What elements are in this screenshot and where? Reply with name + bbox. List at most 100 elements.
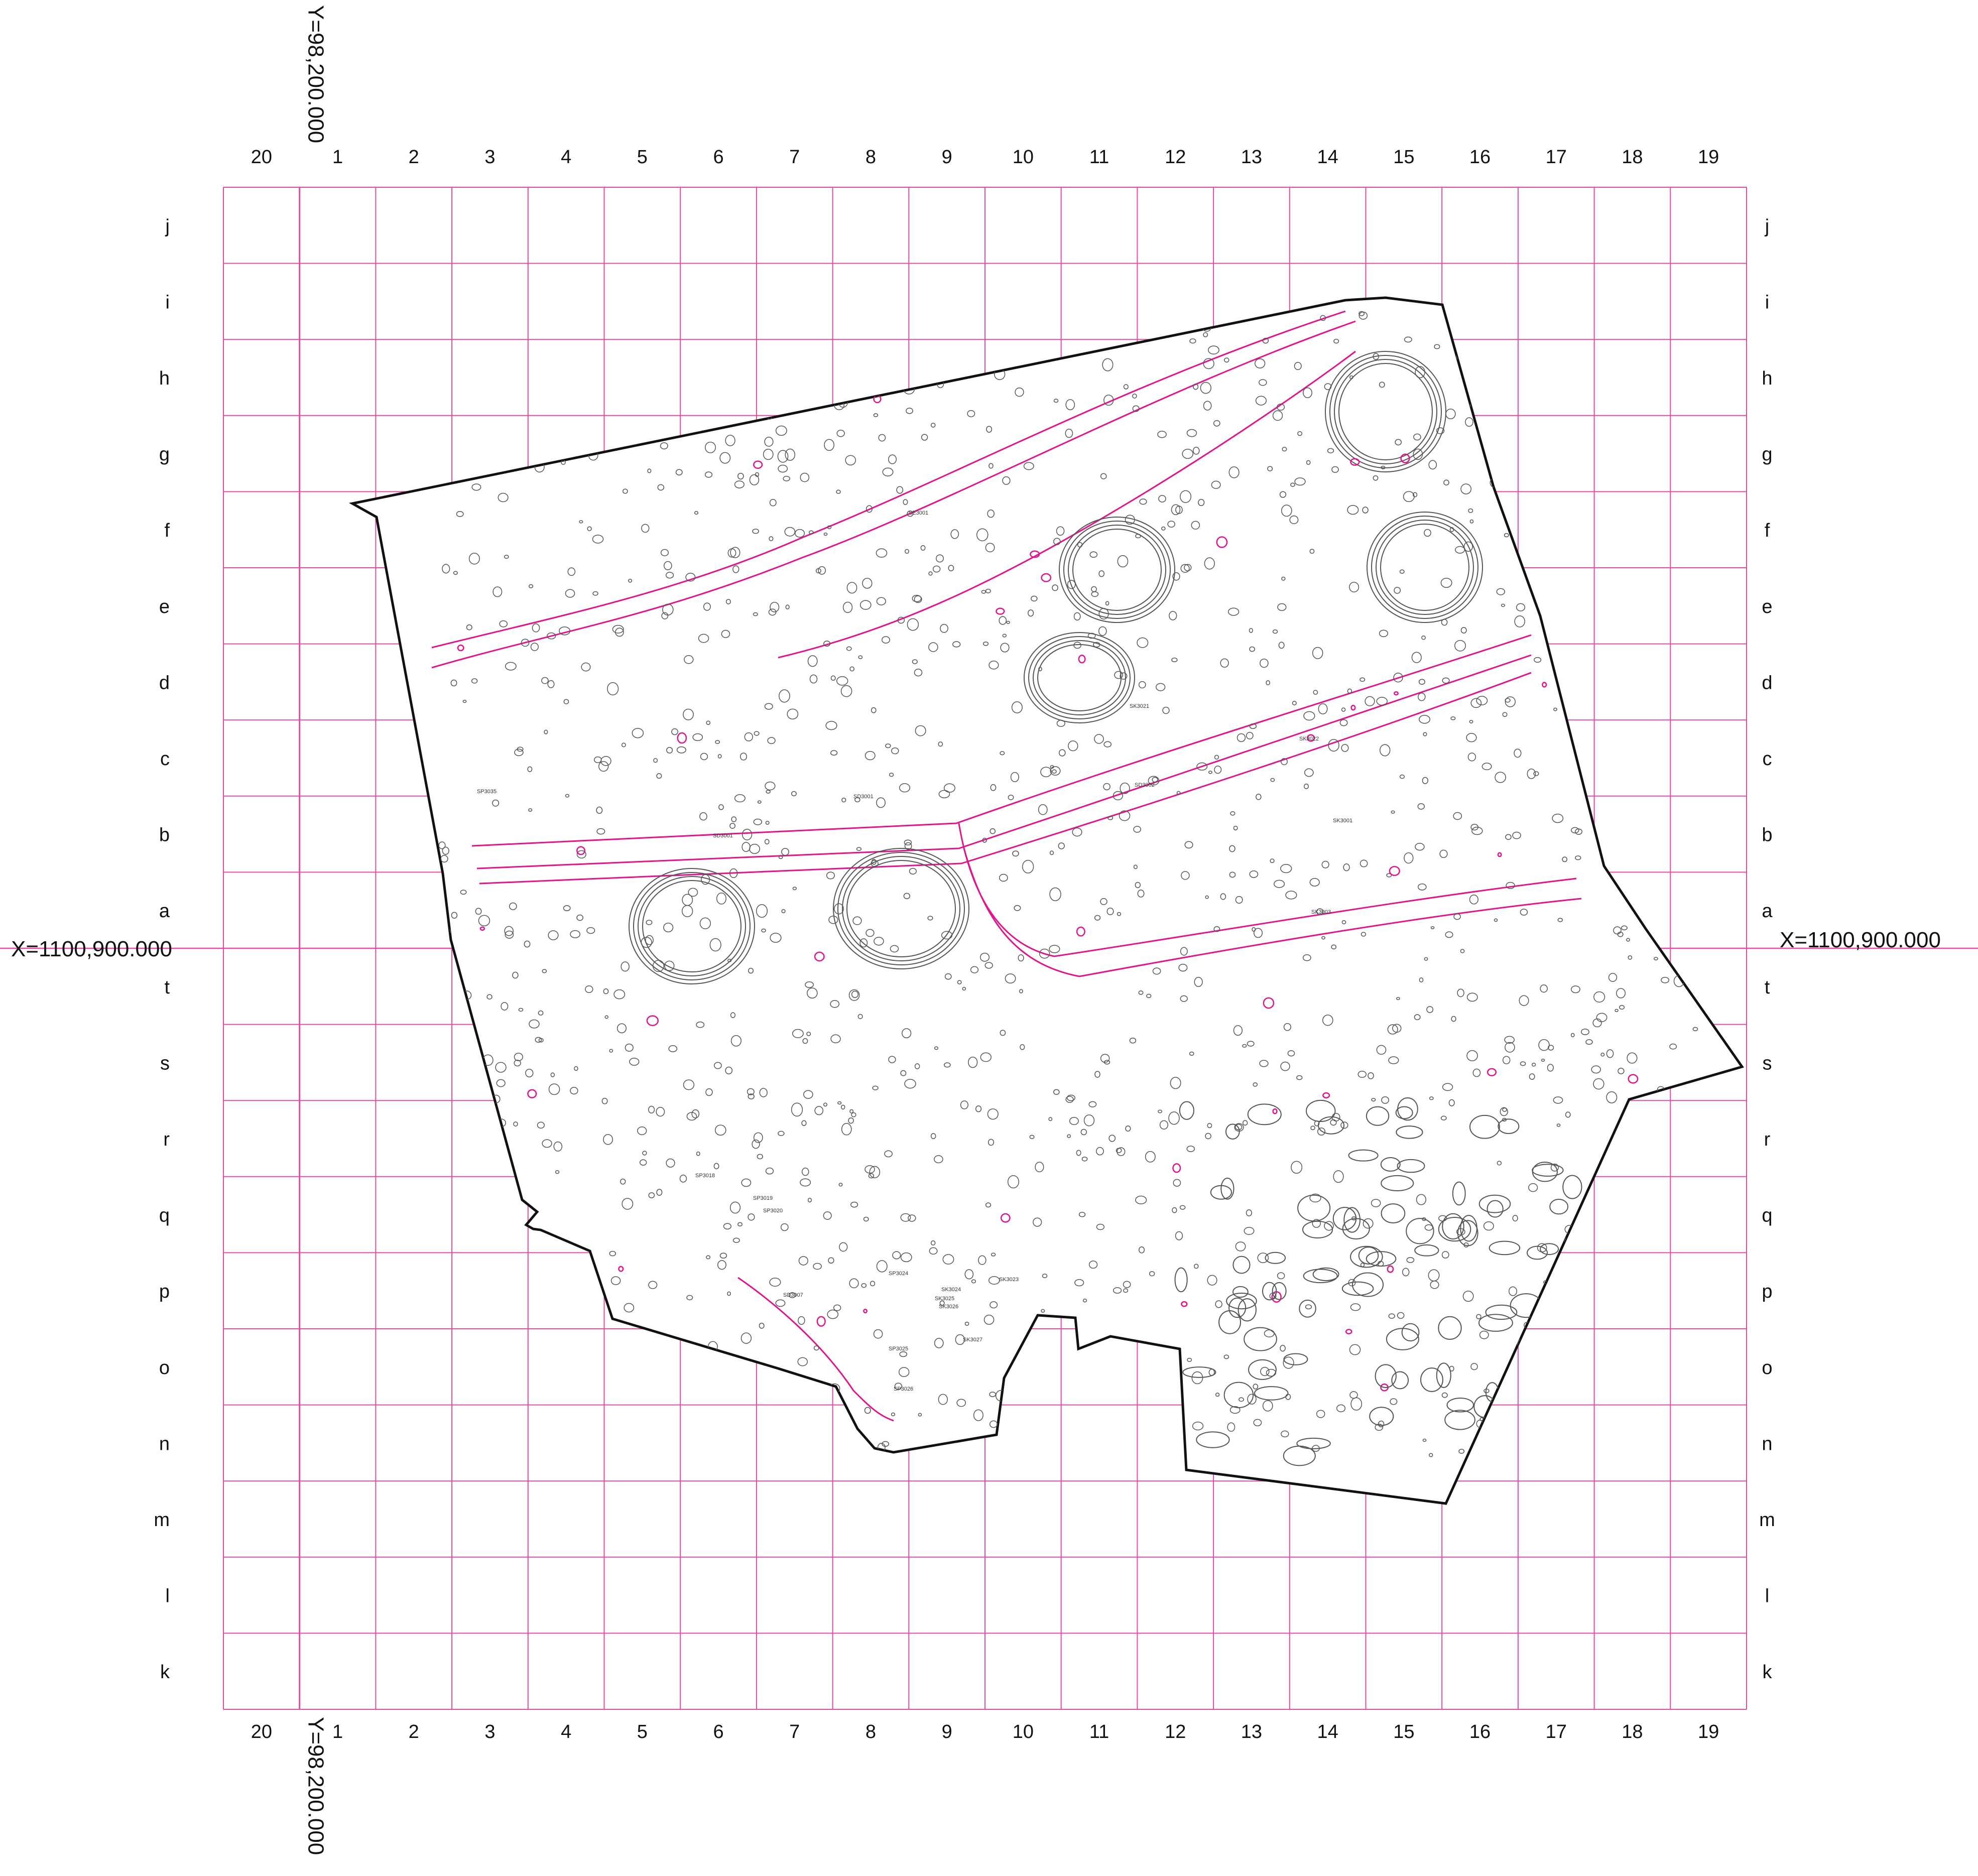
pit-feature [1454,640,1466,652]
feature-label: SP3024 [889,1271,908,1277]
pit-feature [470,1356,482,1369]
pit-feature [1559,1342,1568,1352]
pit-feature [1441,618,1448,626]
pit-feature [1247,1103,1282,1125]
pit-feature [752,1139,760,1149]
pit-feature [1640,1264,1649,1274]
pit-feature [441,1083,450,1091]
pit-feature [1263,997,1275,1009]
pit-feature [1207,1275,1217,1286]
pit-feature [1634,1161,1641,1168]
pit-feature [859,938,868,948]
pit-feature [824,439,835,451]
pit-feature [985,1202,992,1208]
pit-feature [830,750,838,756]
pit-feature [694,511,699,515]
pit-feature [903,893,911,900]
pit-feature [652,960,665,972]
feature-label: SP3025 [889,1346,908,1352]
pit-feature [1107,815,1114,820]
pit-feature [1395,439,1402,446]
pit-feature [849,666,854,672]
pit-feature [749,474,760,485]
pit-feature [816,1316,826,1327]
grid-column-label: 2 [409,147,419,168]
pit-feature [1214,755,1219,760]
pit-feature [863,1308,868,1314]
ditch-outline [431,320,1356,669]
pit-feature [754,731,760,736]
pit-feature [1138,681,1146,689]
grid-column-label: 1 [332,1721,343,1742]
pit-feature [1438,1217,1471,1242]
pit-feature [607,682,619,696]
pit-feature [1280,1061,1290,1071]
grid-column-label: 5 [637,147,648,168]
pit-feature [1022,1400,1027,1404]
pit-feature [1692,1440,1696,1445]
ring-feature [629,868,755,984]
pit-feature [1082,1298,1087,1303]
pit-feature [1553,542,1558,547]
pit-feature [1239,1397,1244,1402]
pit-feature [1424,957,1428,961]
pit-feature [1649,514,1660,523]
pit-feature [1242,1044,1247,1048]
pit-feature [930,1133,936,1139]
pit-feature [1416,1194,1426,1205]
pit-feature [1629,377,1637,386]
pit-feature [1542,1316,1561,1329]
pit-feature [1316,1410,1325,1418]
pit-feature [1532,540,1540,546]
pit-feature [976,528,988,542]
pit-feature [1538,1368,1557,1385]
pit-feature [1669,1043,1677,1050]
pit-feature [1299,1299,1316,1318]
pit-feature [902,1028,912,1039]
pit-feature [1529,1073,1535,1080]
pit-feature [1379,382,1385,388]
pit-feature [1297,431,1303,436]
pit-feature [887,359,897,366]
pit-feature [1466,733,1477,742]
pit-feature [915,725,926,736]
pit-feature [863,1216,869,1222]
pit-feature [524,940,531,948]
pit-feature [1448,1099,1455,1106]
pit-feature [1088,1261,1098,1269]
pit-feature [706,720,711,725]
pit-feature [1232,1256,1251,1274]
pit-feature [760,1423,769,1431]
pit-feature [1613,926,1622,935]
pit-feature [1467,753,1476,762]
pit-feature [1691,524,1696,529]
ring-feature [1367,512,1483,623]
pit-feature [1259,379,1267,386]
pit-feature [1226,1293,1257,1310]
pit-feature [1480,395,1488,403]
pit-feature [478,451,488,462]
pit-feature [1656,1165,1664,1172]
pit-feature [1532,1164,1564,1177]
pit-feature [1265,1252,1286,1264]
pit-feature [1007,1175,1020,1189]
pit-feature [505,662,517,671]
pit-feature [1627,1052,1638,1064]
grid-row-label: k [1763,1662,1773,1683]
pit-feature [1388,1313,1395,1319]
pit-feature [1014,905,1021,911]
pit-feature [1220,1177,1234,1200]
pit-feature [641,937,652,948]
pit-feature [898,1367,910,1377]
pit-feature [780,1223,789,1231]
pit-feature [1106,908,1114,915]
pit-feature [1538,1039,1550,1051]
pit-feature [623,488,628,494]
pit-feature [1341,1281,1374,1296]
pit-feature [1135,534,1141,539]
pit-feature [1227,607,1240,616]
pit-feature [1179,1101,1194,1120]
pit-feature [1429,1453,1433,1457]
pit-feature [764,839,770,845]
pit-feature [442,846,449,855]
